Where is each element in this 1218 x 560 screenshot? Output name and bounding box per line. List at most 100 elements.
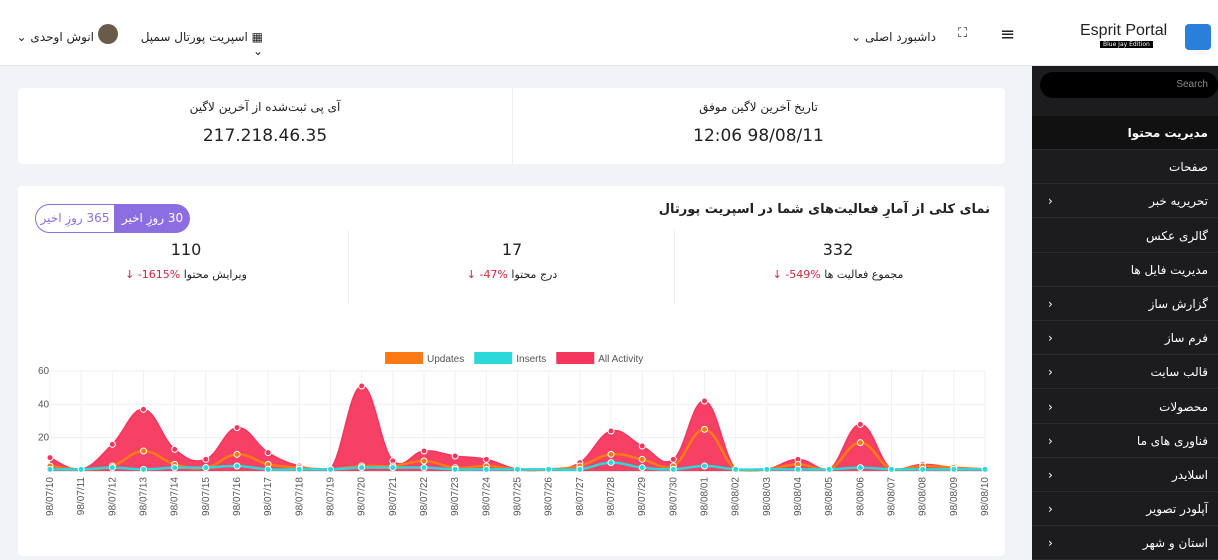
chevron: ‹	[1048, 502, 1053, 517]
x-tick-label: 98/08/03	[762, 477, 773, 516]
point	[701, 397, 708, 405]
x-tick-label: 98/07/21	[388, 477, 399, 516]
y-tick-label: 60	[38, 366, 50, 377]
point	[763, 465, 771, 473]
site-menu[interactable]: ▦ اسپریت پورتال سمپل ⌄	[140, 30, 263, 58]
menu-item[interactable]: مدیریت فایل ها	[1032, 253, 1218, 287]
stat-value: 110	[170, 240, 202, 259]
x-tick-label: 98/07/24	[481, 477, 492, 516]
x-tick-label: 98/07/19	[326, 477, 337, 516]
x-tick-label: 98/08/05	[824, 477, 835, 516]
y-tick-label: 40	[38, 399, 50, 410]
x-tick-label: 98/07/11	[76, 477, 87, 516]
fullscreen[interactable]: ⛶	[958, 26, 968, 41]
point	[358, 382, 366, 390]
logo	[1185, 24, 1211, 50]
stat-value: 17	[501, 240, 523, 259]
search-box[interactable]: Search	[1040, 72, 1218, 98]
point	[140, 465, 147, 473]
stats-title: نمای کلی از آمارِ فعالیت‌های شما در اسپر…	[658, 202, 990, 217]
menu-label: فرم ساز	[1164, 331, 1208, 346]
menu-item[interactable]: فرم ساز ‹	[1032, 321, 1218, 356]
x-tick-label: 98/07/16	[232, 477, 243, 516]
user-menu[interactable]: انوش اوحدی ⌄	[16, 30, 94, 44]
point	[451, 465, 459, 473]
x-tick-label: 98/08/08	[918, 477, 929, 516]
chevron: ‹	[1048, 365, 1053, 380]
menu-item[interactable]: گالری عکس	[1032, 219, 1218, 253]
x-tick-label: 98/07/20	[357, 477, 368, 516]
point	[950, 465, 958, 473]
menu-item[interactable]: اسلایدر ‹	[1032, 458, 1218, 492]
legend-swatch	[474, 352, 513, 364]
point	[140, 447, 147, 455]
site-label: اسپریت پورتال سمپل	[140, 30, 248, 44]
point	[732, 465, 740, 473]
menu-item[interactable]: صفحات	[1032, 150, 1218, 185]
tab-365[interactable]: 365 روزِ اخیر	[35, 204, 115, 233]
menu-label: فناوری های ما	[1136, 433, 1208, 448]
point	[264, 465, 272, 473]
down-arrow: ↓	[772, 268, 786, 281]
stat-value: 332	[822, 240, 854, 259]
stat-row: مجموع فعالیت ها -549% ↓	[678, 268, 998, 281]
point	[202, 464, 210, 472]
activity-chart: 20 40 60 98/07/10 98/07/11 98/07/12 98/07/13 98…	[38, 352, 991, 516]
x-tick-label: 98/07/13	[139, 477, 150, 516]
x-tick-label: 98/08/02	[731, 477, 742, 516]
x-tick-label: 98/07/18	[294, 477, 305, 516]
stat-label: مجموع فعالیت ها	[824, 268, 904, 281]
menu-item[interactable]: گزارش ساز ‹	[1032, 287, 1218, 321]
menu-item[interactable]: فناوری های ما ‹	[1032, 424, 1218, 458]
point	[233, 462, 241, 470]
x-tick-label: 98/07/29	[637, 477, 648, 516]
point	[108, 440, 116, 448]
x-tick-label: 98/07/17	[263, 477, 274, 516]
tab-30[interactable]: 30 روزِ اخیر	[115, 204, 190, 233]
menu-item[interactable]: آپلودر تصویر ‹	[1032, 492, 1218, 527]
menu-item[interactable]: تحریریه خبر ‹	[1032, 184, 1218, 219]
x-tick-label: 98/08/06	[855, 477, 866, 516]
menu-item[interactable]: محصولات ‹	[1032, 390, 1218, 424]
point	[46, 454, 54, 462]
point	[638, 442, 646, 450]
menu-label: گالری عکس	[1146, 228, 1208, 243]
x-tick-label: 98/07/10	[45, 477, 56, 516]
point	[638, 455, 646, 463]
login-date-label: تاریخ آخرین لاگین موفق	[699, 100, 818, 114]
chevron: ‹	[1048, 297, 1053, 311]
point	[856, 420, 864, 428]
brand: Esprit Portal	[1080, 22, 1168, 39]
point	[295, 465, 303, 473]
menu-item[interactable]: استان و شهر ‹	[1032, 526, 1218, 560]
point	[420, 447, 428, 455]
point	[888, 465, 895, 473]
down-arrow: ↓	[466, 268, 480, 281]
login-ip-label: آی پی ثبت‌شده از آخرین لاگین	[189, 100, 341, 114]
stat-divider	[674, 230, 675, 305]
point	[514, 465, 521, 473]
x-tick-label: 98/07/28	[606, 477, 617, 516]
dashboard-menu[interactable]: داشبورد اصلی ⌄	[851, 30, 936, 44]
stat-change: -47%	[479, 268, 508, 281]
menu-item[interactable]: مدیریت محتوا	[1032, 116, 1218, 150]
menu-label: گزارش ساز	[1148, 297, 1208, 311]
menu-label: اسلایدر	[1172, 468, 1208, 482]
point	[482, 455, 490, 463]
menu-item[interactable]: قالب سایت ‹	[1032, 355, 1218, 390]
point	[233, 424, 241, 432]
point	[825, 465, 833, 473]
point	[420, 464, 428, 472]
point	[981, 465, 989, 473]
point	[482, 465, 490, 473]
point	[856, 439, 864, 447]
x-tick-label: 98/08/09	[949, 477, 960, 516]
point	[545, 465, 553, 473]
dashboard-label: داشبورد اصلی	[864, 30, 936, 44]
point	[669, 465, 677, 473]
menu-toggle[interactable]: ≡	[1000, 24, 1016, 45]
point	[451, 452, 459, 460]
point	[638, 464, 646, 472]
top-bar: Esprit Portal Blue Jay Edition ≡ ⛶ داشبو…	[0, 0, 1218, 66]
